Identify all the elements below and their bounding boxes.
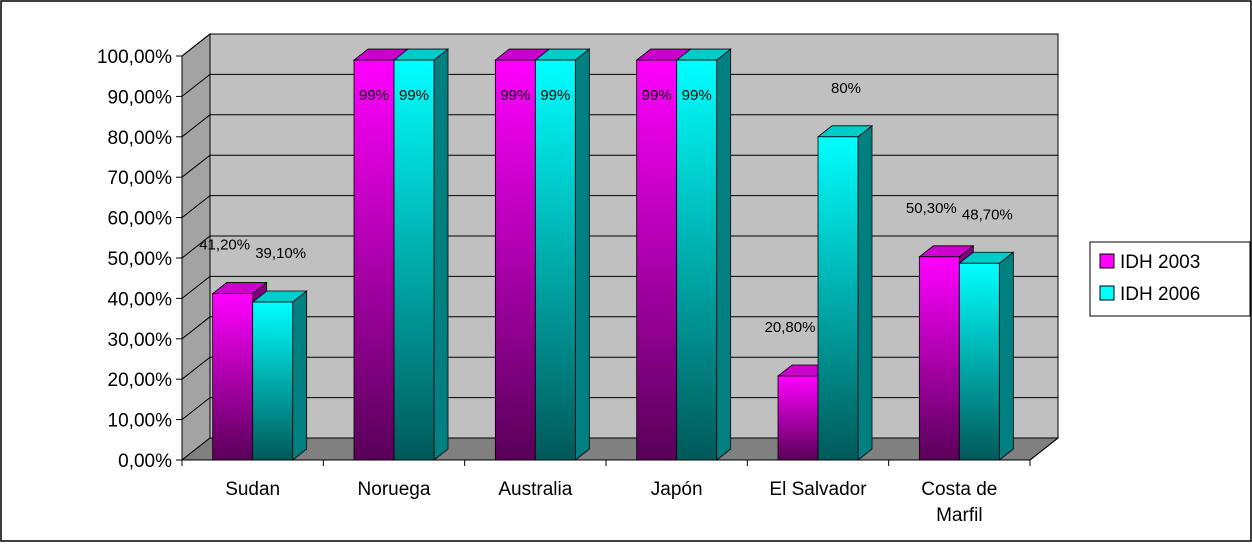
y-tick-label: 10,00%	[108, 411, 173, 432]
x-tick-label: Australia	[498, 479, 572, 500]
bar-side	[433, 48, 449, 461]
y-tick-label: 20,00%	[108, 370, 173, 391]
legend-box	[1089, 241, 1251, 317]
gridline	[181, 195, 1058, 218]
y-tick-label: 80,00%	[108, 128, 173, 149]
gridline	[181, 114, 1058, 138]
x-tick-label: Noruega	[358, 479, 431, 500]
y-tick-label: 60,00%	[108, 209, 173, 230]
y-tick-label: 30,00%	[108, 330, 173, 351]
bars	[211, 48, 1015, 461]
x-tick-label: Sudan	[225, 479, 280, 500]
legend: IDH 2003 IDH 2006	[1089, 241, 1251, 317]
y-tick-label: 0,00%	[118, 451, 172, 472]
data-label: 99%	[359, 87, 389, 104]
bar	[252, 301, 294, 461]
bar	[817, 136, 859, 461]
bar-side	[292, 290, 308, 461]
y-tick-label: 50,00%	[108, 249, 173, 270]
legend-label: IDH 2003	[1120, 252, 1200, 273]
y-tick-label: 40,00%	[108, 289, 173, 310]
data-label: 99%	[540, 87, 570, 104]
gridline	[181, 73, 1058, 97]
x-tick-label: Costa de	[921, 479, 997, 500]
bar	[958, 262, 1000, 461]
bar-side	[716, 48, 732, 461]
bar	[494, 59, 536, 461]
x-tick-label: Japón	[651, 479, 703, 500]
y-tick-label: 90,00%	[108, 87, 173, 108]
y-tick-label: 70,00%	[108, 168, 173, 189]
gridline	[181, 33, 1058, 57]
x-axis-depth	[1029, 437, 1059, 461]
bar	[212, 293, 254, 461]
data-label: 39,10%	[255, 245, 306, 262]
gridline	[181, 275, 1058, 299]
y-tick-label: 100,00%	[97, 47, 172, 68]
bar	[636, 59, 678, 461]
gridline	[181, 154, 1058, 178]
legend-swatch	[1099, 285, 1115, 301]
data-label: 80%	[831, 80, 861, 97]
gridline	[181, 316, 1058, 340]
x-tick-label: El Salvador	[769, 479, 867, 500]
data-label: 99%	[642, 87, 672, 104]
bar	[777, 375, 819, 461]
data-label: 99%	[682, 87, 712, 104]
data-label: 20,80%	[765, 319, 816, 336]
data-label: 99%	[399, 87, 429, 104]
axes: 0,00% 10,00% 20,00% 30,00% 40,00% 50,00% 60,00…	[97, 47, 1059, 526]
bar-side	[857, 124, 873, 461]
legend-swatch	[1099, 253, 1115, 269]
legend-label: IDH 2006	[1120, 284, 1200, 305]
bar	[676, 59, 718, 461]
bar	[353, 59, 395, 461]
data-label: 50,30%	[906, 200, 957, 217]
bar-side	[998, 251, 1014, 461]
gridline	[181, 397, 1058, 420]
data-label: 41,20%	[199, 237, 250, 254]
labels: 41,20% 39,10% 99% 99% 99% 99% 99% 99% 20,80% 80% 5…	[199, 80, 1013, 336]
data-label: 99%	[500, 87, 530, 104]
gridlines	[181, 33, 1058, 420]
bar	[393, 59, 435, 461]
gridline	[181, 356, 1058, 380]
bar	[918, 256, 960, 461]
bar-side	[574, 48, 590, 461]
bar	[534, 59, 576, 461]
x-tick-label: Marfil	[936, 505, 982, 526]
data-label: 48,70%	[962, 206, 1013, 223]
gridline	[181, 235, 1058, 259]
